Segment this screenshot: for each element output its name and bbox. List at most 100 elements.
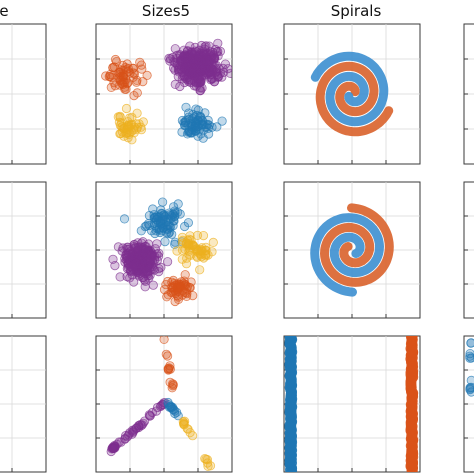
spiral-line (310, 51, 389, 127)
data-point (194, 74, 204, 84)
data-point (163, 351, 173, 361)
data-point (136, 125, 146, 135)
series-orange (159, 270, 198, 307)
data-point (129, 277, 139, 287)
data-point (148, 204, 158, 214)
data-point (119, 214, 130, 224)
data-point (181, 280, 191, 290)
data-point (148, 280, 158, 290)
panel-r3c1 (0, 335, 47, 473)
data-point (186, 127, 196, 138)
panel-r1c4 (463, 23, 474, 165)
data-point (163, 257, 173, 267)
series-yellow (113, 103, 148, 145)
data-point (206, 73, 216, 84)
data-point (113, 112, 123, 122)
data-point (108, 443, 118, 453)
data-point (140, 282, 150, 292)
series-yellow (178, 416, 198, 441)
data-point (147, 407, 157, 418)
data-point (156, 262, 166, 272)
data-point (114, 73, 124, 83)
data-point (178, 417, 188, 427)
data-point (203, 123, 213, 133)
data-point (128, 427, 138, 437)
data-point (186, 277, 196, 287)
data-point (164, 400, 174, 410)
data-point (118, 65, 128, 75)
data-point (164, 210, 175, 220)
data-point (177, 290, 187, 300)
series-blue (284, 336, 298, 472)
data-point (203, 250, 213, 260)
data-point (179, 51, 189, 61)
data-point (121, 128, 132, 138)
data-point (110, 54, 121, 65)
plot-area (108, 197, 218, 307)
data-point (163, 364, 173, 374)
data-point (186, 47, 196, 57)
spiral-line (319, 203, 394, 287)
data-point (197, 243, 207, 253)
data-point (466, 338, 474, 348)
spiral-line (310, 213, 385, 297)
data-point (109, 62, 120, 72)
data-point (188, 431, 198, 441)
data-point (127, 112, 137, 123)
data-point (193, 131, 203, 141)
data-point (185, 231, 195, 241)
column-title-1: e (0, 2, 9, 20)
panel-r2c4 (463, 181, 474, 319)
data-point (137, 420, 147, 430)
data-point (177, 245, 188, 255)
data-point (160, 237, 170, 247)
data-point (179, 50, 189, 61)
series-purple (164, 38, 232, 96)
data-point (121, 250, 131, 261)
plot-area (284, 336, 419, 472)
series-blue (177, 102, 227, 143)
data-point (120, 433, 130, 444)
column-title-2: Sizes5 (142, 2, 190, 20)
data-point (192, 230, 203, 240)
data-point (121, 103, 132, 114)
data-point (176, 56, 186, 66)
data-point (195, 265, 205, 275)
series-yellow (200, 453, 216, 471)
data-point (129, 91, 139, 101)
panel-r1c2 (95, 23, 233, 165)
data-point (225, 68, 232, 78)
data-point (121, 65, 131, 75)
data-point (406, 336, 418, 342)
panel-r1c1 (0, 23, 47, 165)
data-point (135, 57, 145, 67)
series-spiral_blue (310, 213, 385, 297)
data-point (166, 211, 176, 221)
data-point (142, 70, 152, 81)
data-point (182, 423, 192, 434)
panel-r3c4 (463, 335, 474, 473)
data-point (168, 380, 178, 390)
series-spiral_orange (319, 203, 394, 287)
series-blue (119, 197, 193, 249)
panel-r1c3 (283, 23, 421, 165)
data-point (159, 336, 169, 344)
data-point (165, 401, 175, 411)
data-point (213, 51, 223, 61)
data-point (202, 58, 212, 68)
data-point (186, 120, 196, 130)
series-blue (163, 397, 183, 421)
data-point (183, 218, 193, 228)
series-purple (108, 237, 173, 292)
data-point (193, 116, 203, 126)
series-purple (106, 398, 170, 457)
data-point (183, 67, 193, 77)
data-point (117, 122, 127, 132)
data-point (115, 272, 125, 282)
series-blue (465, 338, 474, 397)
data-point (144, 410, 154, 420)
series-orange (405, 336, 419, 472)
data-point (197, 59, 207, 69)
data-point (154, 266, 164, 277)
